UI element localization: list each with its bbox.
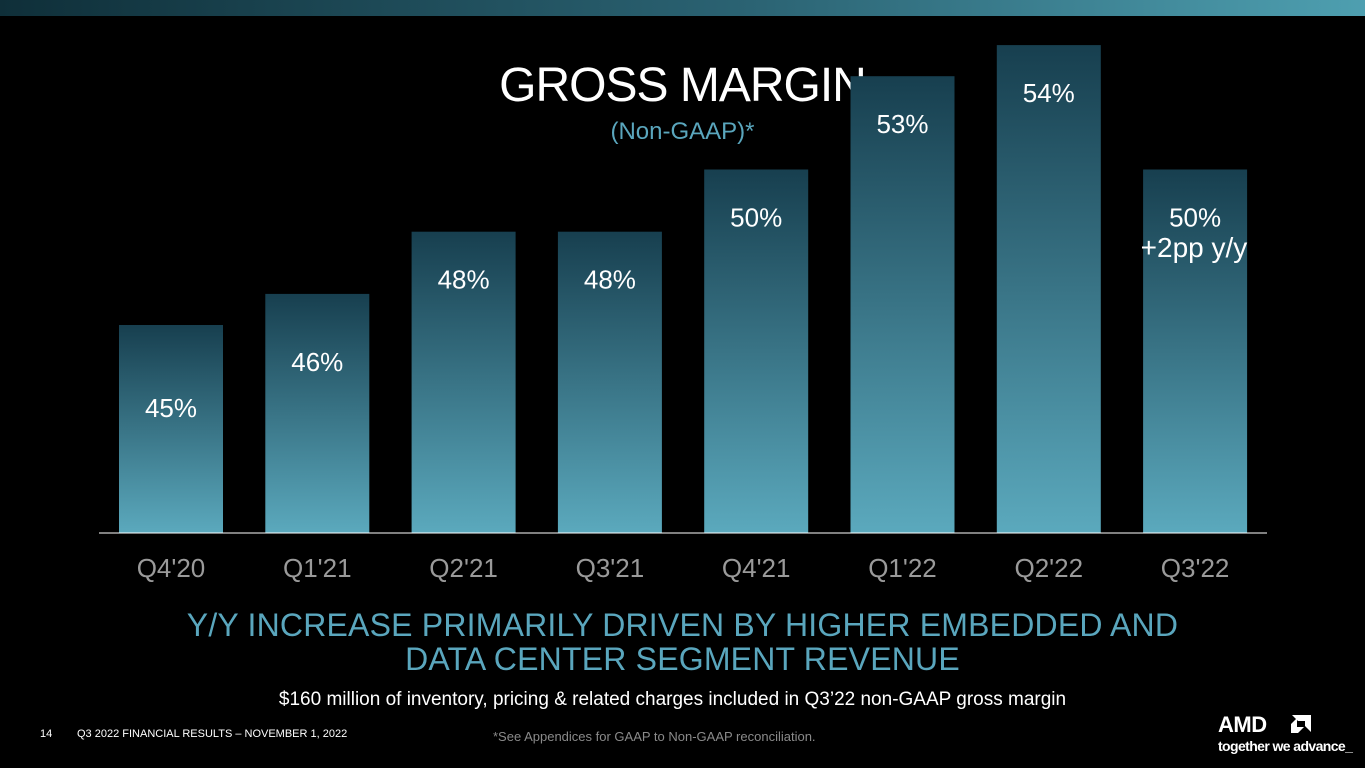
- top-banner: [0, 0, 1365, 16]
- x-tick-label: Q1'21: [283, 553, 352, 583]
- bar-Q121: [265, 293, 370, 533]
- inventory-note: $160 million of inventory, pricing & rel…: [278, 689, 1067, 710]
- x-tick-label: Q4'21: [722, 553, 791, 583]
- bar-value-label: 48%: [438, 265, 490, 295]
- bar-value-label: 48%: [584, 265, 636, 295]
- x-tick-label: Q2'21: [429, 553, 498, 583]
- key-takeaway-line-2: DATA CENTER SEGMENT REVENUE: [405, 641, 960, 677]
- bar-value-label: 45%: [145, 393, 197, 423]
- x-tick-label: Q3'22: [1161, 553, 1230, 583]
- gross-margin-bar-chart: Q4'20 Q1'21 Q2'21 Q3'21 Q4'21 Q1'22 Q2'22 Q3'22…: [99, 45, 1267, 583]
- bar-Q420: [119, 325, 223, 533]
- yoy-annotation: +2pp y/y: [1141, 232, 1248, 263]
- bar-value-label: 50%: [1169, 203, 1221, 233]
- amd-wordmark: AMD: [1218, 712, 1267, 737]
- key-takeaway-line-1: Y/Y INCREASE PRIMARILY DRIVEN BY HIGHER …: [186, 607, 1179, 643]
- x-tick-label: Q1'22: [868, 553, 937, 583]
- gaap-disclaimer: *See Appendices for GAAP to Non-GAAP rec…: [493, 729, 816, 744]
- page-number: 14: [40, 728, 53, 740]
- bar-value-label: 50%: [730, 203, 782, 233]
- bar-value-label: 54%: [1023, 78, 1075, 108]
- bar-Q221: [411, 231, 516, 533]
- bar-Q321: [557, 231, 662, 533]
- key-takeaway: Y/Y INCREASE PRIMARILY DRIVEN BY HIGHER …: [0, 608, 1365, 676]
- bar-Q322: [1143, 169, 1248, 533]
- bar-Q122: [850, 76, 955, 533]
- bar-value-label: 46%: [291, 347, 343, 377]
- x-tick-label: Q3'21: [576, 553, 645, 583]
- footer-title: Q3 2022 FINANCIAL RESULTS – NOVEMBER 1, …: [77, 728, 348, 740]
- x-tick-label: Q2'22: [1015, 553, 1084, 583]
- amd-arrow-icon: [1291, 715, 1311, 733]
- slide-title: GROSS MARGIN: [499, 59, 867, 112]
- amd-logo: AMD together we advance_: [1218, 712, 1358, 758]
- bar-Q421: [704, 169, 809, 533]
- x-tick-label: Q4'20: [137, 553, 206, 583]
- amd-tagline: together we advance_: [1218, 738, 1353, 754]
- bar-Q222: [996, 45, 1101, 533]
- bar-value-label: 53%: [876, 109, 928, 139]
- slide-subtitle: (Non-GAAP)*: [610, 118, 755, 145]
